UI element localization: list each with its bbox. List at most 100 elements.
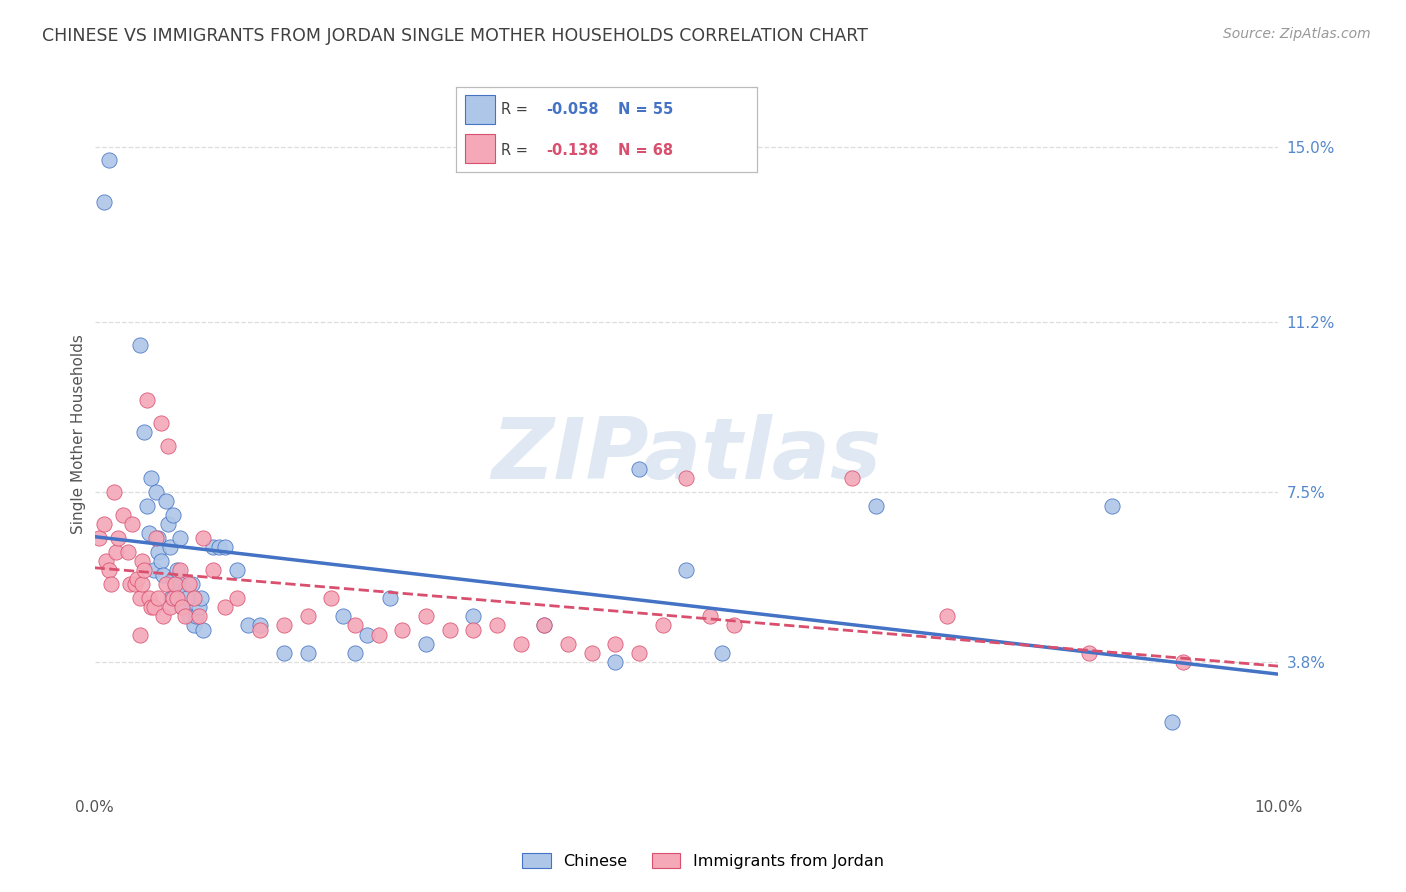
Point — [173, 609, 195, 624]
Point — [201, 540, 224, 554]
Point — [159, 600, 181, 615]
Point — [134, 563, 156, 577]
Point — [183, 591, 205, 605]
Point — [93, 517, 115, 532]
Point — [180, 577, 202, 591]
Point — [135, 392, 157, 407]
Y-axis label: Single Mother Households: Single Mother Households — [72, 334, 86, 534]
Point — [128, 591, 150, 605]
Point — [100, 577, 122, 591]
Point — [162, 508, 184, 522]
Point — [249, 623, 271, 637]
Point — [439, 623, 461, 637]
Point — [179, 609, 201, 624]
Text: CHINESE VS IMMIGRANTS FROM JORDAN SINGLE MOTHER HOUSEHOLDS CORRELATION CHART: CHINESE VS IMMIGRANTS FROM JORDAN SINGLE… — [42, 27, 868, 45]
Point — [155, 494, 177, 508]
Point — [581, 646, 603, 660]
Point — [1160, 715, 1182, 730]
Point — [162, 591, 184, 605]
Point — [148, 531, 170, 545]
Point — [186, 609, 208, 624]
Point — [141, 600, 163, 615]
Point — [93, 194, 115, 209]
Point — [356, 627, 378, 641]
Point — [127, 573, 149, 587]
Point — [297, 646, 319, 660]
Point — [142, 600, 165, 615]
Point — [169, 577, 191, 591]
Point — [96, 554, 118, 568]
Point — [135, 499, 157, 513]
Point — [193, 531, 215, 545]
Point — [149, 416, 172, 430]
Point — [332, 609, 354, 624]
Point — [120, 577, 142, 591]
Point — [201, 563, 224, 577]
Point — [155, 577, 177, 591]
Point — [605, 655, 627, 669]
Point — [142, 563, 165, 577]
Point — [103, 484, 125, 499]
Legend: Chinese, Immigrants from Jordan: Chinese, Immigrants from Jordan — [516, 847, 890, 875]
Point — [131, 577, 153, 591]
Point — [509, 637, 531, 651]
Point — [238, 618, 260, 632]
Point — [249, 618, 271, 632]
Point — [128, 337, 150, 351]
Point — [273, 618, 295, 632]
Point — [111, 508, 134, 522]
Point — [89, 531, 111, 545]
Point — [193, 623, 215, 637]
Point — [187, 609, 209, 624]
Point — [214, 540, 236, 554]
Point — [149, 554, 172, 568]
Point — [145, 531, 167, 545]
Point — [675, 471, 697, 485]
Point — [165, 577, 187, 591]
Point — [117, 545, 139, 559]
Point — [651, 618, 673, 632]
Point — [627, 462, 650, 476]
Point — [169, 531, 191, 545]
Point — [865, 499, 887, 513]
Point — [160, 591, 183, 605]
Point — [1077, 646, 1099, 660]
Point — [138, 526, 160, 541]
Point — [605, 637, 627, 651]
Point — [321, 591, 343, 605]
Point — [214, 600, 236, 615]
Point — [173, 582, 195, 596]
Point — [627, 646, 650, 660]
Point — [463, 609, 485, 624]
Point — [183, 618, 205, 632]
Point — [675, 563, 697, 577]
Point — [172, 600, 194, 615]
Point — [152, 567, 174, 582]
Point — [367, 627, 389, 641]
Point — [172, 600, 194, 615]
Point — [107, 531, 129, 545]
Point — [225, 563, 247, 577]
Point — [169, 563, 191, 577]
Point — [190, 591, 212, 605]
Point — [935, 609, 957, 624]
Point — [141, 471, 163, 485]
Point — [124, 577, 146, 591]
Point — [1101, 499, 1123, 513]
Point — [187, 600, 209, 615]
Point — [710, 646, 733, 660]
Point — [131, 554, 153, 568]
Point — [415, 609, 437, 624]
Point — [391, 623, 413, 637]
Point — [533, 618, 555, 632]
Point — [343, 646, 366, 660]
Point — [723, 618, 745, 632]
Point — [145, 484, 167, 499]
Point — [415, 637, 437, 651]
Point — [148, 591, 170, 605]
Point — [166, 591, 188, 605]
Point — [297, 609, 319, 624]
Point — [208, 540, 231, 554]
Point — [463, 623, 485, 637]
Point — [380, 591, 402, 605]
